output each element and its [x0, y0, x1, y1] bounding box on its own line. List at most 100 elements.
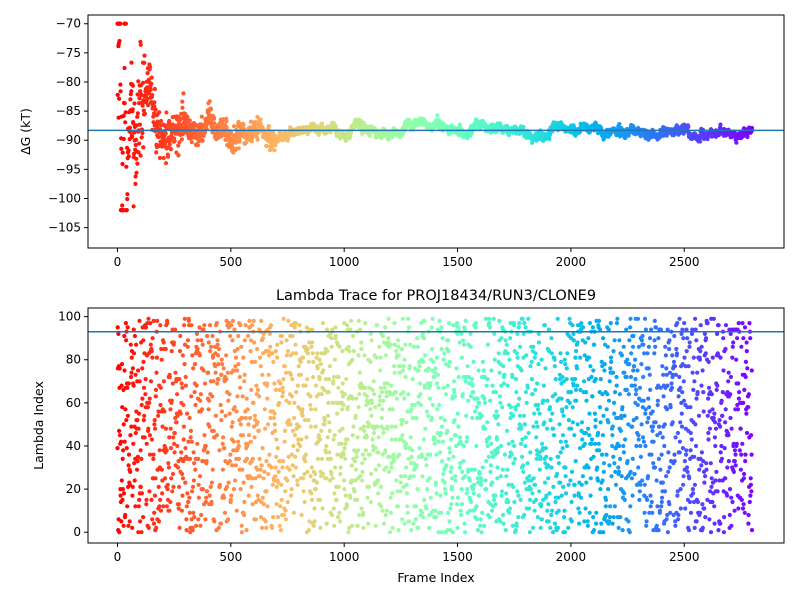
lambda-point: [406, 325, 412, 330]
lambda-point: [378, 484, 383, 489]
lambda-point: [439, 424, 444, 429]
delta-g-point: [127, 125, 132, 130]
lambda-point: [562, 357, 567, 362]
lambda-point: [318, 437, 323, 442]
lambda-point: [497, 370, 502, 375]
lambda-point: [244, 528, 249, 533]
lambda-point: [139, 402, 144, 408]
lambda-point: [148, 342, 153, 347]
lambda-point: [410, 377, 415, 382]
delta-g-point: [212, 116, 217, 121]
lambda-point: [134, 467, 140, 472]
lambda-point: [489, 450, 494, 455]
delta-g-point: [435, 113, 440, 118]
delta-g-point: [163, 131, 168, 136]
lambda-point: [164, 504, 169, 509]
lambda-point: [388, 392, 393, 397]
lambda-point: [542, 420, 547, 425]
lambda-point: [443, 487, 448, 492]
lambda-point: [360, 478, 365, 483]
lambda-point: [403, 374, 408, 380]
lambda-point: [401, 368, 406, 373]
lambda-point: [521, 463, 526, 468]
lambda-point: [572, 482, 577, 487]
lambda-point: [533, 351, 538, 356]
lambda-point: [581, 325, 586, 330]
lambda-point: [430, 316, 435, 321]
lambda-point: [574, 349, 579, 354]
delta-g-point: [243, 140, 249, 145]
lambda-point: [502, 452, 507, 457]
lambda-point: [136, 368, 141, 373]
lambda-point: [342, 392, 347, 397]
lambda-point: [427, 476, 432, 481]
lambda-point: [374, 355, 379, 360]
lambda-point: [521, 331, 526, 336]
delta-g-point: [128, 97, 133, 102]
lambda-point: [125, 325, 130, 330]
lambda-point: [517, 413, 523, 418]
lambda-point: [349, 318, 354, 323]
lambda-point: [513, 377, 519, 382]
lambda-point: [306, 359, 311, 364]
lambda-point: [355, 523, 360, 528]
lambda-point: [140, 396, 145, 401]
lambda-point: [203, 443, 208, 449]
delta-g-point: [521, 124, 526, 130]
delta-g-point: [149, 75, 154, 80]
lambda-point: [270, 515, 276, 520]
lambda-point: [188, 428, 193, 433]
lambda-point: [277, 523, 282, 528]
lambda-point: [316, 433, 321, 438]
lambda-point: [220, 362, 225, 367]
lambda-point: [356, 405, 361, 410]
lambda-point: [373, 467, 378, 472]
lambda-point: [579, 482, 584, 487]
lambda-point: [460, 469, 465, 474]
lambda-point: [183, 374, 188, 380]
lambda-point: [551, 426, 556, 431]
lambda-point: [219, 418, 224, 423]
lambda-point: [429, 415, 434, 421]
lambda-point: [474, 443, 479, 449]
lambda-point: [141, 418, 146, 423]
lambda-point: [336, 515, 341, 520]
lambda-point: [472, 409, 478, 414]
lambda-point: [123, 407, 128, 412]
lambda-point: [457, 435, 463, 440]
lambda-point: [338, 519, 343, 524]
delta-g-point: [152, 86, 157, 92]
lambda-point: [349, 478, 354, 483]
lambda-point: [126, 463, 131, 468]
lambda-point: [448, 450, 453, 455]
lambda-point: [211, 428, 216, 433]
delta-g-point: [167, 142, 172, 147]
lambda-point: [293, 465, 298, 470]
lambda-point: [408, 435, 413, 440]
lambda-point: [180, 353, 185, 358]
lambda-point: [540, 441, 545, 446]
lambda-point: [450, 495, 455, 500]
delta-g-point: [152, 100, 157, 105]
delta-g-point: [118, 21, 123, 26]
lambda-point: [536, 402, 541, 408]
lambda-point: [384, 390, 389, 395]
lambda-point: [441, 357, 446, 362]
lambda-point: [504, 342, 509, 347]
delta-g-point: [125, 192, 130, 197]
lambda-point: [508, 336, 513, 341]
lambda-point: [124, 338, 129, 343]
lambda-point: [239, 523, 244, 528]
lambda-point: [570, 405, 575, 410]
lambda-point: [361, 510, 366, 515]
lambda-point: [599, 359, 604, 364]
lambda-point: [240, 394, 245, 399]
lambda-point: [485, 420, 490, 425]
lambda-point: [227, 459, 232, 464]
lambda-point: [193, 467, 198, 472]
lambda-point: [528, 364, 533, 369]
lambda-point: [499, 443, 504, 449]
lambda-point: [363, 385, 368, 390]
lambda-point: [586, 336, 591, 341]
lambda-point: [511, 413, 516, 418]
